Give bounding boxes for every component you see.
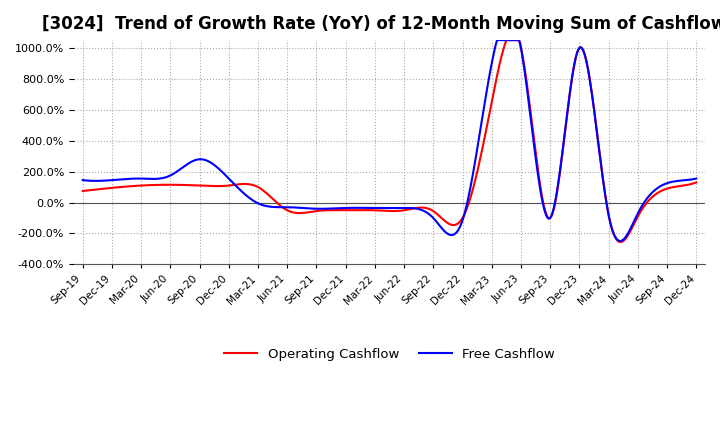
- Line: Free Cashflow: Free Cashflow: [83, 40, 696, 241]
- Operating Cashflow: [680, 183, 688, 188]
- Free Cashflow: [692, 176, 701, 181]
- Operating Cashflow: [78, 188, 87, 194]
- Operating Cashflow: [444, 220, 452, 226]
- Operating Cashflow: [410, 205, 419, 211]
- Free Cashflow: [78, 177, 87, 183]
- Legend: Operating Cashflow, Free Cashflow: Operating Cashflow, Free Cashflow: [219, 343, 560, 367]
- Free Cashflow: [582, 61, 591, 66]
- Free Cashflow: [410, 205, 419, 211]
- Operating Cashflow: [370, 208, 379, 213]
- Free Cashflow: [370, 205, 379, 211]
- Free Cashflow: [492, 37, 501, 43]
- Free Cashflow: [616, 238, 624, 244]
- Title: [3024]  Trend of Growth Rate (YoY) of 12-Month Moving Sum of Cashflows: [3024] Trend of Growth Rate (YoY) of 12-…: [42, 15, 720, 33]
- Operating Cashflow: [374, 208, 382, 213]
- Operating Cashflow: [503, 37, 511, 43]
- Free Cashflow: [680, 178, 688, 183]
- Operating Cashflow: [582, 60, 591, 66]
- Free Cashflow: [374, 205, 382, 211]
- Operating Cashflow: [692, 180, 701, 185]
- Operating Cashflow: [616, 239, 624, 245]
- Line: Operating Cashflow: Operating Cashflow: [83, 40, 696, 242]
- Free Cashflow: [444, 231, 452, 237]
